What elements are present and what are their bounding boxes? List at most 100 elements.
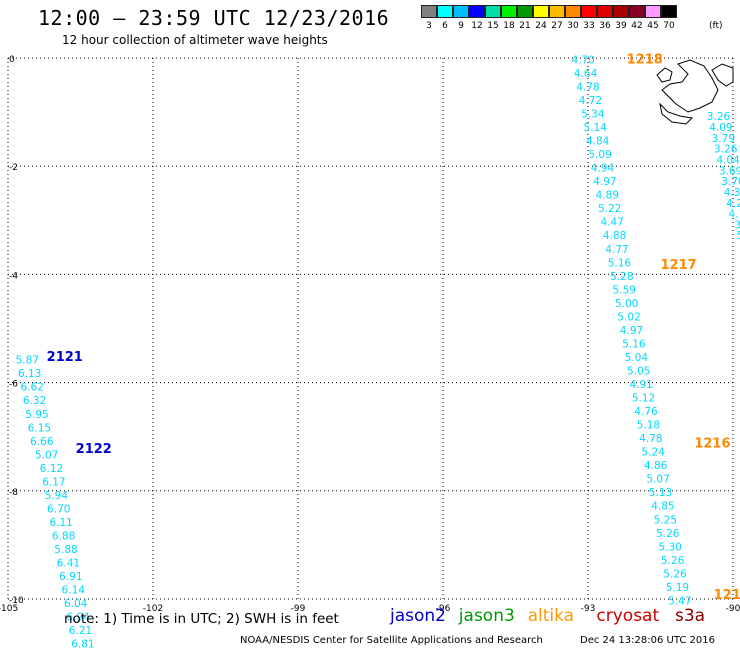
wave-height-point: 4.85: [651, 501, 674, 513]
wave-height-point: 6.81: [71, 639, 94, 650]
y-tick-label: -4: [9, 271, 18, 281]
wave-height-point: 5.13: [649, 487, 672, 499]
wave-height-point: 5.28: [610, 271, 633, 283]
color-scale-label: 3: [426, 21, 432, 31]
legend-item-jason3: jason3: [458, 606, 515, 626]
color-scale-swatch: [469, 5, 485, 18]
color-scale-swatch: [581, 5, 597, 18]
x-tick-label: -102: [143, 604, 163, 614]
color-scale-label: 6: [442, 21, 448, 31]
pass-number-label: 2121: [47, 350, 83, 365]
color-scale: 3 6 9 12 15 18 21 24 27 30 33 36 39 42 45 70 (ft): [421, 5, 723, 31]
wave-height-point: 5.16: [622, 338, 646, 350]
color-scale-swatch: [533, 5, 549, 18]
wave-height-point: 5.26: [656, 528, 680, 540]
color-scale-swatch: [501, 5, 517, 18]
wave-height-point: 3.70: [721, 176, 740, 188]
color-scale-label: 39: [615, 21, 627, 31]
color-scale-label: 45: [647, 21, 659, 31]
color-scale-swatch: [597, 5, 613, 18]
color-scale-label: 21: [519, 21, 531, 31]
color-scale-swatch: [565, 5, 581, 18]
y-tick-label: 0: [9, 55, 15, 65]
color-scale-label: 70: [663, 21, 675, 31]
color-scale-swatch: [645, 5, 661, 18]
wave-height-point: 4.78: [576, 81, 599, 93]
color-scale-swatch: [485, 5, 501, 18]
wave-height-point: 3.69: [719, 165, 740, 177]
wave-height-point: 6.70: [47, 503, 70, 515]
color-scale-label: 30: [567, 21, 579, 31]
wave-height-point: 6.04: [64, 598, 88, 610]
color-scale-swatch: [437, 5, 453, 18]
page-title: 12:00 – 23:59 UTC 12/23/2016: [38, 6, 390, 30]
wave-height-point: 4.47: [600, 217, 623, 229]
wave-height-point: 6.21: [69, 625, 92, 637]
wave-height-point: 5.26: [661, 555, 685, 567]
wave-height-point: 5.30: [658, 541, 681, 553]
wave-height-point: 6.14: [62, 585, 86, 597]
legend-item-jason2: jason2: [390, 606, 446, 626]
color-scale-swatches: [421, 5, 677, 18]
wave-height-point: 6.88: [52, 530, 75, 542]
wave-height-point: 4.19: [729, 209, 740, 221]
y-tick-label: -8: [9, 488, 18, 498]
wave-height-point: 3.26: [707, 111, 731, 123]
y-tick-label: -6: [9, 380, 18, 390]
wave-height-point: 5.02: [617, 311, 640, 323]
color-scale-swatch: [517, 5, 533, 18]
pass-number-label: 1218: [627, 52, 663, 67]
wave-height-point: 5.12: [632, 393, 655, 405]
wave-height-point: 6.41: [57, 558, 80, 570]
x-tick-label: -99: [291, 604, 306, 614]
footer-note: note: 1) Time is in UTC; 2) SWH is in fe…: [64, 611, 339, 627]
wave-height-point: 6.17: [42, 476, 65, 488]
wave-height-point: 6.32: [23, 395, 46, 407]
wave-height-point: 5.25: [654, 514, 677, 526]
wave-height-point: 5.59: [613, 284, 636, 296]
wave-height-point: 4.78: [639, 433, 662, 445]
wave-height-point: 4.36: [724, 187, 740, 199]
wave-height-point: 5.14: [584, 122, 608, 134]
y-tick-label: -2: [9, 163, 18, 173]
x-tick-label: -90: [726, 604, 740, 614]
wave-height-point: 5.34: [581, 109, 605, 121]
color-scale-label: 24: [535, 21, 547, 31]
color-scale-swatch: [613, 5, 629, 18]
color-scale-label: 9: [458, 21, 464, 31]
x-tick-label: -105: [0, 604, 18, 614]
wave-height-point: 4.88: [603, 230, 626, 242]
legend-item-cryosat: cryosat: [596, 606, 660, 626]
wave-height-point: 5.88: [54, 544, 77, 556]
wave-height-point: 6.12: [40, 463, 63, 475]
wave-height-point: 4.97: [593, 176, 616, 188]
color-scale-label: 15: [487, 21, 499, 31]
wave-height-point: 4.77: [605, 244, 628, 256]
wave-height-point: 4.94: [591, 163, 615, 175]
wave-height-point: 4.84: [586, 136, 610, 148]
wave-height-point: 5.95: [25, 409, 48, 421]
wave-height-point: 6.13: [18, 368, 41, 380]
wave-height-point: 5.47: [668, 595, 691, 607]
wave-height-point: 4.70: [571, 54, 594, 66]
wave-height-point: 4.89: [596, 190, 619, 202]
pass-number-label: 2122: [76, 442, 112, 457]
wave-height-point: 4.97: [620, 325, 643, 337]
wave-height-point: 4.64: [574, 68, 598, 80]
pass-number-label: 1216: [694, 437, 730, 452]
wave-height-point: 6.66: [30, 436, 54, 448]
wave-height-point: 6.15: [28, 422, 51, 434]
wave-height-point: 5.24: [642, 447, 666, 459]
color-scale-label: 33: [583, 21, 595, 31]
wave-height-point: 5.87: [16, 355, 39, 367]
color-scale-swatch: [629, 5, 645, 18]
wave-height-point: 5.09: [588, 149, 611, 161]
footer-credit: NOAA/NESDIS Center for Satellite Applica…: [240, 635, 543, 646]
color-scale-label: 42: [631, 21, 643, 31]
wave-height-point: 5.22: [598, 203, 621, 215]
wave-height-point: 5.00: [615, 298, 638, 310]
legend-item-altika: altika: [527, 606, 575, 626]
wave-height-point: 5.19: [666, 582, 689, 594]
